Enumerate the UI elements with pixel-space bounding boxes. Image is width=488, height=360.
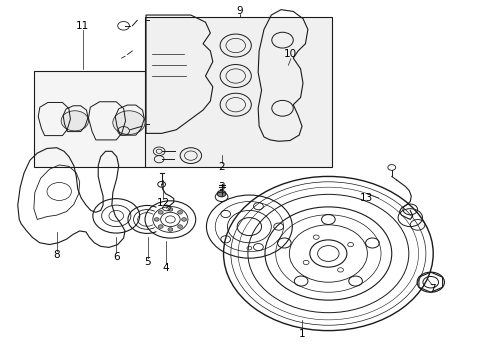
- Circle shape: [167, 228, 172, 231]
- Circle shape: [181, 218, 186, 221]
- Text: 2: 2: [218, 162, 224, 172]
- Bar: [34, 71, 146, 167]
- Circle shape: [167, 208, 172, 211]
- Text: 4: 4: [162, 263, 168, 273]
- Circle shape: [61, 111, 88, 131]
- Circle shape: [154, 218, 159, 221]
- Circle shape: [158, 211, 163, 214]
- Text: 8: 8: [53, 250, 60, 260]
- Text: 3: 3: [218, 182, 224, 192]
- Text: 12: 12: [156, 198, 169, 208]
- Text: 11: 11: [76, 21, 89, 31]
- Circle shape: [113, 111, 145, 134]
- Text: 13: 13: [359, 193, 372, 203]
- Circle shape: [217, 190, 225, 197]
- Bar: [144, 17, 331, 167]
- Circle shape: [177, 211, 182, 214]
- Circle shape: [177, 225, 182, 228]
- Text: 9: 9: [236, 6, 243, 17]
- Text: 7: 7: [428, 284, 435, 294]
- Text: 1: 1: [298, 329, 305, 339]
- Text: 6: 6: [113, 252, 120, 262]
- Text: 10: 10: [284, 49, 297, 59]
- Circle shape: [158, 225, 163, 228]
- Text: 5: 5: [144, 257, 151, 267]
